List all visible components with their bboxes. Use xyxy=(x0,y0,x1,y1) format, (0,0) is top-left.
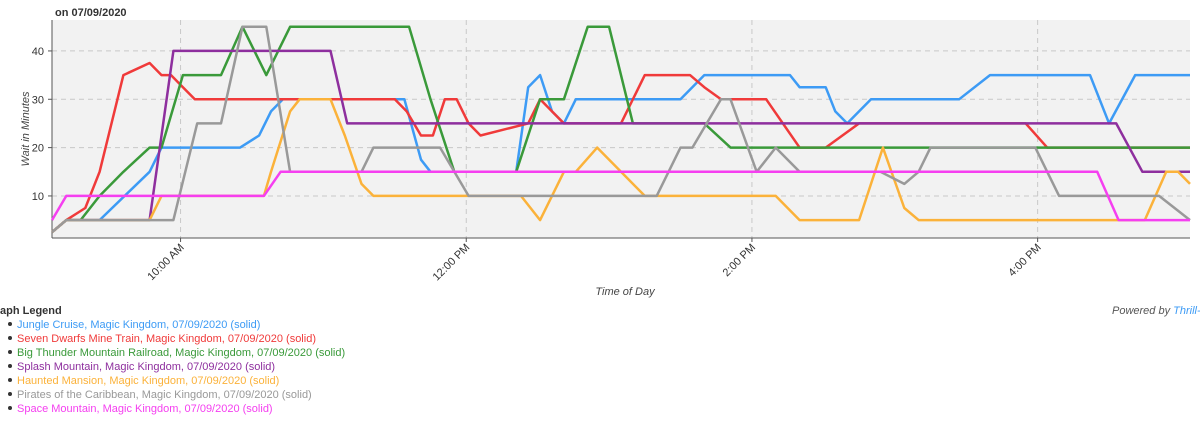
y-tick-label: 10 xyxy=(32,191,44,203)
x-axis-label: Time of Day xyxy=(595,286,656,298)
legend-bullet xyxy=(8,392,12,396)
series-line xyxy=(51,25,1190,234)
credit-link[interactable]: Thrill- xyxy=(1173,305,1200,317)
y-tick-label: 20 xyxy=(32,143,44,155)
legend-entry: Jungle Cruise, Magic Kingdom, 07/09/2020… xyxy=(17,319,260,331)
legend-bullet xyxy=(8,378,12,382)
legend-entry: Big Thunder Mountain Railroad, Magic Kin… xyxy=(17,347,345,359)
series-line xyxy=(51,25,1191,234)
legend-entry: Pirates of the Caribbean, Magic Kingdom,… xyxy=(17,389,312,401)
legend-bullet xyxy=(8,322,12,326)
legend-title: aph Legend xyxy=(0,305,62,317)
legend-bullet xyxy=(8,336,12,340)
legend-entry: Splash Mountain, Magic Kingdom, 07/09/20… xyxy=(17,361,275,373)
legend-entry: Seven Dwarfs Mine Train, Magic Kingdom, … xyxy=(17,333,316,345)
x-tick-label: 10:00 AM xyxy=(145,242,186,283)
plot-background xyxy=(52,20,1190,238)
x-tick-label: 2:00 PM xyxy=(721,242,758,279)
series-line xyxy=(50,170,1190,222)
legend-bullet xyxy=(8,364,12,368)
x-tick-label: 4:00 PM xyxy=(1006,242,1043,279)
legend-entry: Space Mountain, Magic Kingdom, 07/09/202… xyxy=(17,403,273,415)
y-tick-label: 40 xyxy=(32,46,44,58)
credit: Powered by Thrill- xyxy=(1112,305,1200,317)
chart-title: on 07/09/2020 xyxy=(55,7,127,19)
legend-entry: Haunted Mansion, Magic Kingdom, 07/09/20… xyxy=(17,375,279,387)
legend-bullet xyxy=(8,406,12,410)
legend-bullet xyxy=(8,350,12,354)
y-tick-label: 30 xyxy=(32,94,44,106)
x-tick-label: 12:00 PM xyxy=(431,242,473,284)
credit-prefix: Powered by xyxy=(1112,305,1172,317)
y-axis-label: Wait in Minutes xyxy=(20,91,32,166)
